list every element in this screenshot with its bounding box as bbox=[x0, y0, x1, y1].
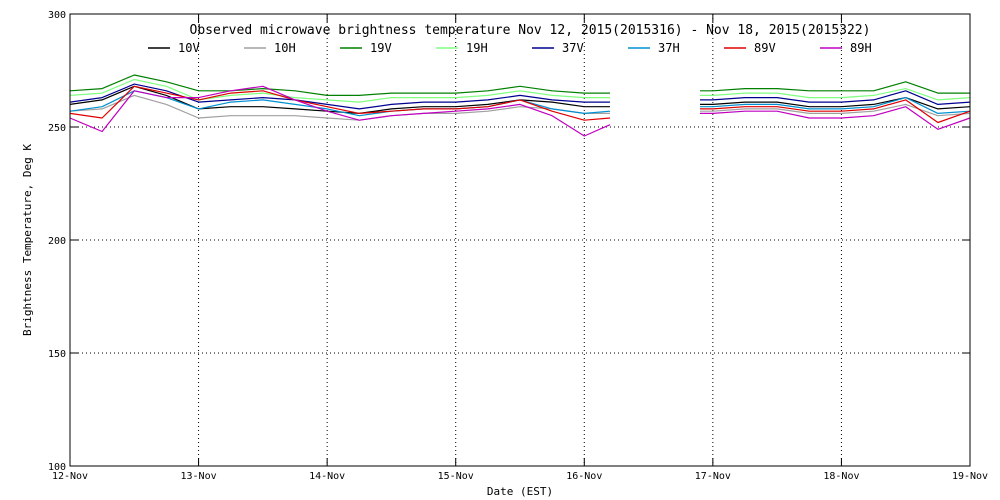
x-tick-label: 17-Nov bbox=[695, 471, 731, 482]
legend-label: 37V bbox=[562, 41, 584, 55]
x-tick-label: 18-Nov bbox=[823, 471, 859, 482]
grid bbox=[70, 14, 970, 466]
legend-label: 19H bbox=[466, 41, 488, 55]
x-tick-label: 13-Nov bbox=[181, 471, 217, 482]
x-tick-label: 19-Nov bbox=[952, 471, 988, 482]
x-tick-label: 16-Nov bbox=[566, 471, 602, 482]
legend-label: 89H bbox=[850, 41, 872, 55]
y-tick-label: 250 bbox=[48, 123, 66, 134]
x-axis-label: Date (EST) bbox=[487, 485, 553, 498]
series-line-89h bbox=[69, 85, 971, 137]
y-axis-label: Brightness Temperature, Deg K bbox=[21, 144, 34, 336]
x-tick-label: 15-Nov bbox=[438, 471, 474, 482]
chart-title: Observed microwave brightness temperatur… bbox=[190, 23, 871, 38]
series-line-37v bbox=[69, 83, 971, 110]
series-line-19v bbox=[69, 74, 970, 96]
legend-label: 37H bbox=[658, 41, 680, 55]
legend: 10V 10H 19V 19H 37V 37H 89V 89H bbox=[148, 41, 872, 55]
ticks: 12-Nov 13-Nov 14-Nov 15-Nov 16-Nov 17-Nov 18-N… bbox=[48, 10, 988, 482]
series-lines bbox=[69, 74, 971, 137]
legend-label: 10H bbox=[274, 41, 296, 55]
y-tick-label: 200 bbox=[48, 236, 66, 247]
x-tick-label: 12-Nov bbox=[52, 471, 88, 482]
legend-label: 10V bbox=[178, 41, 200, 55]
series-line-19h bbox=[69, 78, 971, 103]
x-tick-label: 14-Nov bbox=[309, 471, 345, 482]
y-tick-label: 150 bbox=[48, 349, 66, 360]
series-line-37h bbox=[69, 90, 971, 117]
legend-label: 19V bbox=[370, 41, 392, 55]
y-tick-label: 300 bbox=[48, 10, 66, 21]
series-line-89v bbox=[69, 85, 971, 124]
series-line-10h bbox=[69, 94, 971, 121]
y-tick-label: 100 bbox=[48, 462, 66, 473]
legend-label: 89V bbox=[754, 41, 776, 55]
